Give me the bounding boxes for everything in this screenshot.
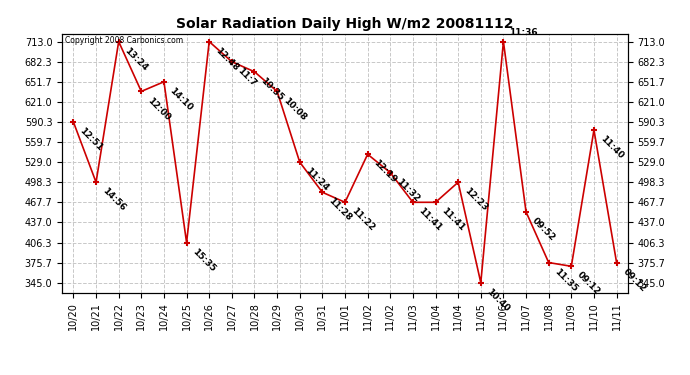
Text: 10:08: 10:08 (282, 96, 308, 122)
Text: 12:00: 12:00 (146, 96, 172, 122)
Text: 11:41: 11:41 (417, 207, 444, 233)
Text: 11:22: 11:22 (349, 207, 376, 233)
Text: 11:36: 11:36 (509, 28, 538, 38)
Text: 12:19: 12:19 (372, 159, 399, 185)
Text: 13:24: 13:24 (123, 46, 150, 72)
Text: 11:24: 11:24 (304, 166, 331, 193)
Title: Solar Radiation Daily High W/m2 20081112: Solar Radiation Daily High W/m2 20081112 (176, 17, 514, 31)
Text: 11:35: 11:35 (553, 267, 580, 293)
Text: 11:41: 11:41 (440, 207, 466, 233)
Text: 09:52: 09:52 (530, 216, 557, 243)
Text: 09:12: 09:12 (621, 267, 647, 293)
Text: 14:10: 14:10 (168, 86, 195, 112)
Text: 10:40: 10:40 (485, 287, 511, 314)
Text: 10:35: 10:35 (259, 76, 285, 102)
Text: 14:56: 14:56 (100, 186, 127, 213)
Text: 11:7: 11:7 (236, 66, 258, 88)
Text: 15:35: 15:35 (190, 247, 217, 273)
Text: 12:51: 12:51 (77, 126, 104, 153)
Text: Copyright 2008 Carbonics.com: Copyright 2008 Carbonics.com (65, 36, 183, 45)
Text: 12:48: 12:48 (213, 46, 240, 72)
Text: 12:23: 12:23 (462, 186, 489, 213)
Text: 11:32: 11:32 (395, 177, 421, 203)
Text: 09:12: 09:12 (575, 270, 602, 297)
Text: 11:40: 11:40 (598, 134, 624, 161)
Text: 11:28: 11:28 (326, 196, 353, 223)
